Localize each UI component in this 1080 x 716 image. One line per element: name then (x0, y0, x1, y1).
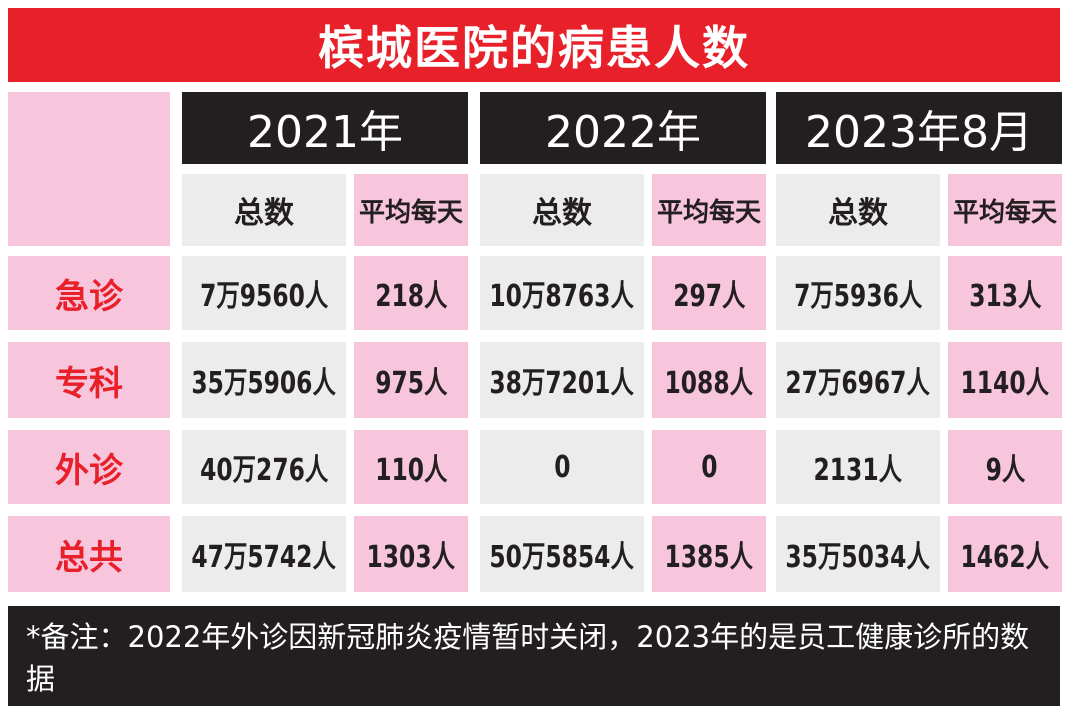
year-header-2022: 2022年 (480, 92, 766, 164)
table-cell: 50万5854人 (480, 516, 644, 592)
year-header-2021: 2021年 (182, 92, 468, 164)
footnote: *备注：2022年外诊因新冠肺炎疫情暂时关闭，2023年的是员工健康诊所的数据 (8, 606, 1060, 706)
subheader-daily-2022: 平均每天 (652, 174, 766, 246)
table-cell: 1088人 (652, 342, 766, 418)
table-cell: 0 (480, 430, 644, 504)
table-cell: 40万276人 (182, 430, 346, 504)
table-cell: 9人 (948, 430, 1062, 504)
row-label-emergency: 急诊 (8, 256, 170, 330)
table-cell: 313人 (948, 256, 1062, 330)
table-cell: 35万5034人 (776, 516, 940, 592)
corner-cell (8, 92, 170, 246)
row-label-outpatient: 外诊 (8, 430, 170, 504)
table-cell: 7万9560人 (182, 256, 346, 330)
table-cell: 7万5936人 (776, 256, 940, 330)
subheader-daily-2021: 平均每天 (354, 174, 468, 246)
subheader-total-2023: 总数 (776, 174, 940, 246)
subheader-total-2021: 总数 (182, 174, 346, 246)
table-cell: 1140人 (948, 342, 1062, 418)
table-cell: 0 (652, 430, 766, 504)
table-title: 槟城医院的病患人数 (8, 8, 1060, 82)
table-cell: 10万8763人 (480, 256, 644, 330)
table-cell: 47万5742人 (182, 516, 346, 592)
table-cell: 975人 (354, 342, 468, 418)
table-cell: 218人 (354, 256, 468, 330)
year-header-2023: 2023年8月 (776, 92, 1062, 164)
row-label-specialist: 专科 (8, 342, 170, 418)
table-cell: 35万5906人 (182, 342, 346, 418)
table-cell: 110人 (354, 430, 468, 504)
table-cell: 2131人 (776, 430, 940, 504)
row-label-total: 总共 (8, 516, 170, 592)
table-cell: 27万6967人 (776, 342, 940, 418)
subheader-daily-2023: 平均每天 (948, 174, 1062, 246)
table-cell: 38万7201人 (480, 342, 644, 418)
table-cell: 1385人 (652, 516, 766, 592)
table-cell: 297人 (652, 256, 766, 330)
table-cell: 1303人 (354, 516, 468, 592)
subheader-total-2022: 总数 (480, 174, 644, 246)
table-cell: 1462人 (948, 516, 1062, 592)
